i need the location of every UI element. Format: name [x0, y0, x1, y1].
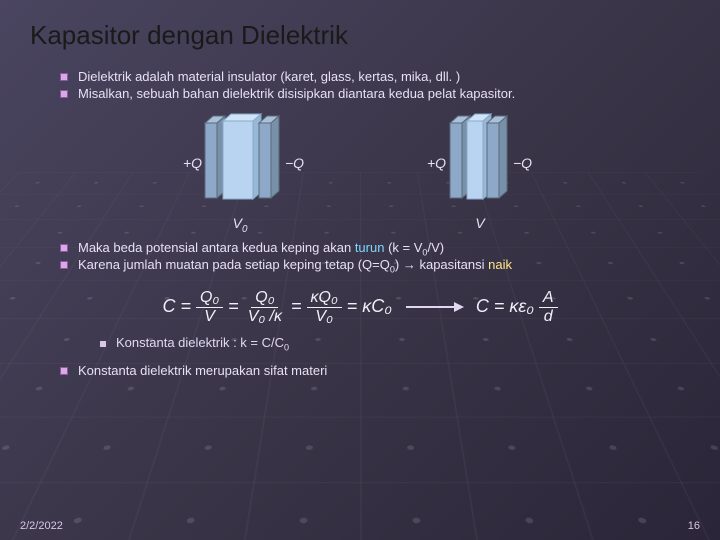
- formula-chain: C = Q₀V = Q₀V₀ /κ = κQ₀V₀ = κC₀: [162, 289, 391, 325]
- formula-row: C = Q₀V = Q₀V₀ /κ = κQ₀V₀ = κC₀ C = κε₀ …: [30, 289, 690, 325]
- bullet-icon: [60, 244, 68, 252]
- capacitor-left: +Q −Q V0: [155, 113, 325, 235]
- result-line-1: Maka beda potensial antara kedua keping …: [60, 240, 690, 258]
- footer-date: 2/2/2022: [20, 520, 63, 532]
- formula-result: C = κε₀ Ad: [476, 289, 558, 325]
- arrow-icon: [404, 297, 464, 317]
- slide-title: Kapasitor dengan Dielektrik: [30, 20, 690, 51]
- final-line: Konstanta dielektrik merupakan sifat mat…: [60, 363, 690, 378]
- q-right-label: −Q: [285, 155, 304, 171]
- bullet-1: Dielektrik adalah material insulator (ka…: [60, 69, 690, 84]
- bullet-icon: [60, 73, 68, 81]
- naik-word: naik: [488, 257, 512, 272]
- capacitor-right-svg: +Q −Q: [395, 113, 565, 213]
- sub-bullet-icon: [100, 341, 106, 347]
- bullet-1-text: Dielektrik adalah material insulator (ka…: [78, 69, 460, 84]
- bullet-2-text: Misalkan, sebuah bahan dielektrik disisi…: [78, 86, 515, 101]
- bullet-icon: [60, 90, 68, 98]
- capacitor-right: +Q −Q V: [395, 113, 565, 235]
- sub-bullet: Konstanta dielektrik : k = C/C0: [100, 335, 690, 353]
- bullet-2: Misalkan, sebuah bahan dielektrik disisi…: [60, 86, 690, 101]
- capacitor-left-svg: +Q −Q: [155, 113, 325, 213]
- result-line-2: Karena jumlah muatan pada setiap keping …: [60, 257, 690, 275]
- footer-page: 16: [688, 520, 700, 532]
- slide: Kapasitor dengan Dielektrik Dielektrik a…: [0, 0, 720, 540]
- v-label: V: [475, 215, 484, 231]
- q-left-label: +Q: [427, 155, 446, 171]
- q-left-label: +Q: [183, 155, 202, 171]
- bullet-icon: [60, 261, 68, 269]
- bullet-icon: [60, 367, 68, 375]
- turun-word: turun: [355, 240, 385, 255]
- v0-label: V0: [233, 215, 248, 235]
- q-right-label: −Q: [513, 155, 532, 171]
- intro-bullets: Dielektrik adalah material insulator (ka…: [60, 69, 690, 101]
- result-text: Maka beda potensial antara kedua keping …: [60, 240, 690, 275]
- footer: 2/2/2022 16: [20, 520, 700, 532]
- capacitor-diagrams: +Q −Q V0 +Q −Q V: [30, 113, 690, 235]
